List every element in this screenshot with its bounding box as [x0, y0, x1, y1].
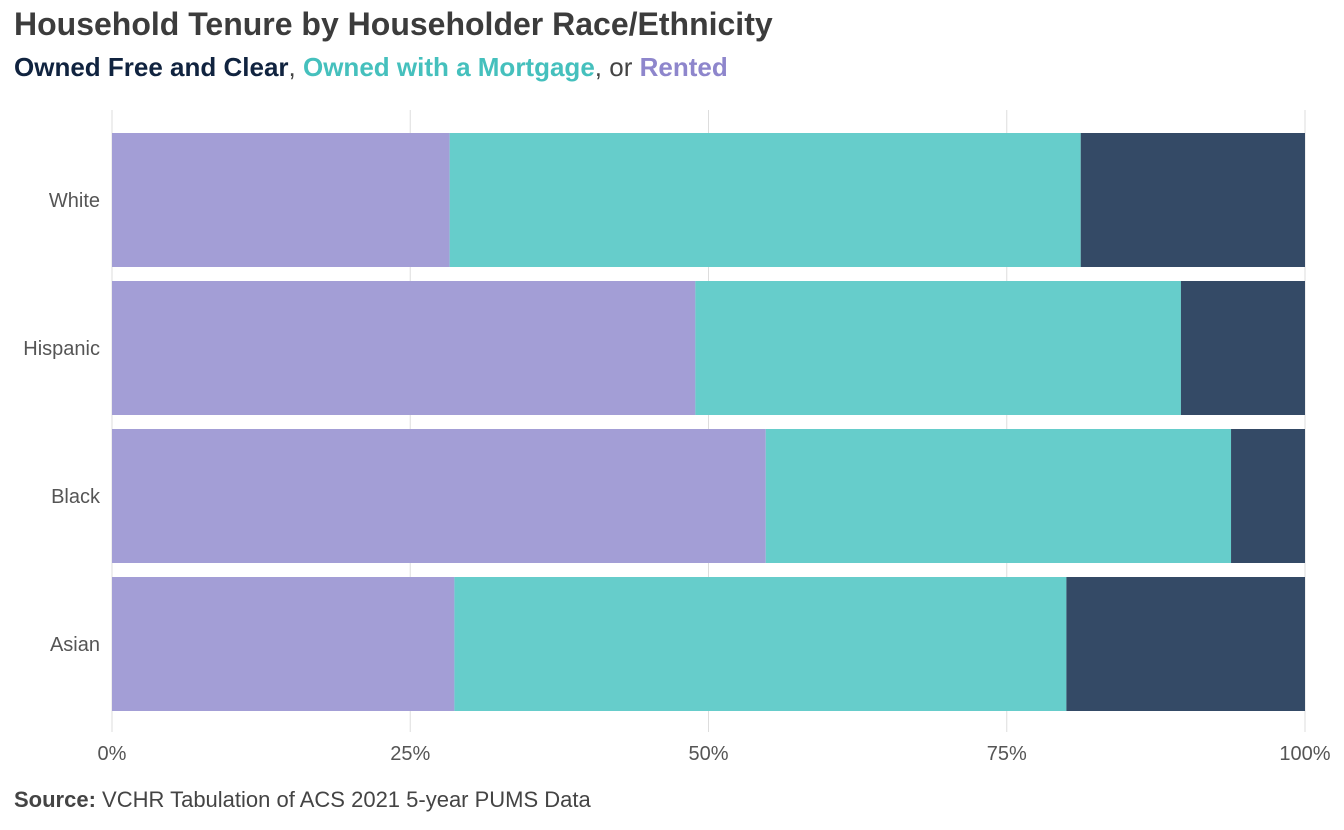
x-tick-labels: 0% 25% 50% 75% 100% — [98, 743, 1331, 765]
subtitle-series-owned-with-a-mortgage: Owned with a Mortgage — [302, 52, 595, 82]
x-tick-label: 0% — [98, 743, 127, 765]
subtitle-separator: , or — [594, 52, 640, 82]
bar-asian-owned-free-and-clear — [1066, 577, 1305, 711]
x-tick-label: 50% — [688, 743, 728, 765]
x-tick-label: 100% — [1279, 743, 1330, 765]
category-label-black: Black — [51, 486, 101, 508]
subtitle-series-rented: Rented — [639, 52, 728, 82]
subtitle-series-owned-free-and-clear: Owned Free and Clear — [14, 52, 289, 82]
source-label: Source: — [14, 787, 96, 812]
subtitle-separator: , — [288, 52, 303, 82]
bars — [112, 133, 1305, 711]
chart-subtitle: Owned Free and Clear, Owned with a Mortg… — [14, 52, 728, 83]
chart-title: Household Tenure by Householder Race/Eth… — [14, 6, 773, 42]
bar-white-rented — [112, 133, 450, 267]
bar-asian-owned-with-a-mortgage — [454, 577, 1067, 711]
bar-asian-rented — [112, 577, 455, 711]
category-label-white: White — [49, 190, 100, 212]
bar-black-rented — [112, 429, 766, 563]
category-label-hispanic: Hispanic — [23, 338, 100, 360]
stacked-bar-chart: White Hispanic Black Asian 0% 25% 50% 75% 100% — [23, 110, 1331, 765]
bar-hispanic-owned-with-a-mortgage — [695, 281, 1181, 415]
bar-white-owned-free-and-clear — [1080, 133, 1305, 267]
bar-white-owned-with-a-mortgage — [449, 133, 1081, 267]
category-label-asian: Asian — [50, 634, 100, 656]
bar-black-owned-free-and-clear — [1231, 429, 1305, 563]
source-note: Source: VCHR Tabulation of ACS 2021 5-ye… — [14, 787, 591, 813]
category-labels: White Hispanic Black Asian — [23, 190, 101, 656]
bar-hispanic-owned-free-and-clear — [1180, 281, 1305, 415]
x-tick-label: 75% — [987, 743, 1027, 765]
bar-hispanic-rented — [112, 281, 696, 415]
x-tick-label: 25% — [390, 743, 430, 765]
source-text: VCHR Tabulation of ACS 2021 5-year PUMS … — [95, 787, 591, 812]
bar-black-owned-with-a-mortgage — [765, 429, 1232, 563]
